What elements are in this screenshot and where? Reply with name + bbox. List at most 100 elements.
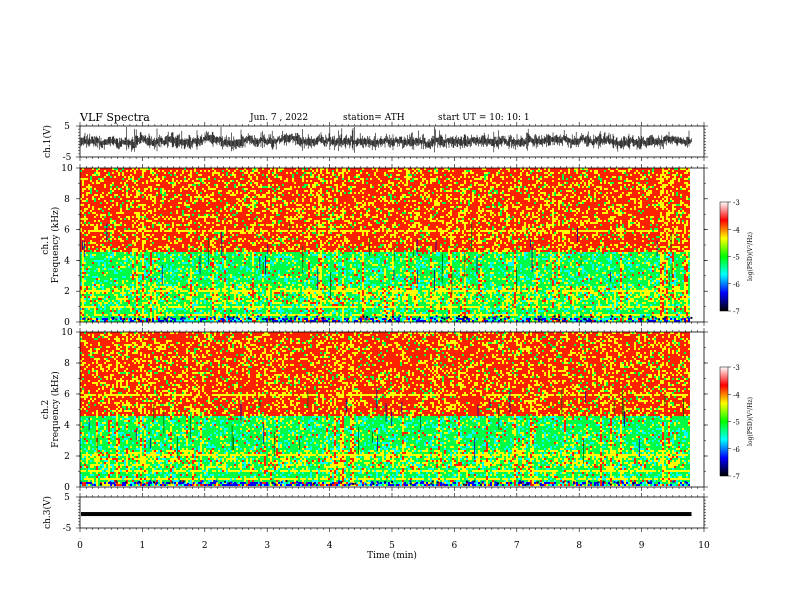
low-freq-speck <box>500 315 503 318</box>
x-tick-label: 7 <box>514 541 520 551</box>
low-freq-speck <box>312 482 315 485</box>
y-tick-label: 8 <box>64 195 70 205</box>
low-freq-speck <box>236 316 239 319</box>
x-tick-label: 5 <box>389 541 395 551</box>
low-freq-speck <box>389 318 392 321</box>
low-freq-speck <box>471 481 474 484</box>
spectrogram-cells <box>80 168 690 322</box>
low-freq-speck <box>231 317 234 320</box>
y-axis-label: Frequency (kHz) <box>50 371 61 448</box>
y-axis-label: ch.1 <box>41 235 51 254</box>
y-tick-label: 0 <box>64 318 70 328</box>
colorbar-tick-label: -6 <box>733 281 740 289</box>
low-freq-speck <box>358 317 361 320</box>
low-freq-speck <box>650 480 653 483</box>
colorbar-label: log(PSD)(V²/Hz) <box>747 397 754 446</box>
low-freq-speck <box>232 482 235 485</box>
low-freq-speck <box>201 480 204 483</box>
low-freq-speck <box>672 480 675 483</box>
y-tick-label: 5 <box>64 122 70 132</box>
low-freq-speck <box>686 316 689 319</box>
y-tick-label: 6 <box>64 226 70 236</box>
spectrogram-cells <box>80 332 690 486</box>
low-freq-speck <box>642 315 645 318</box>
low-freq-speck <box>251 482 254 485</box>
low-freq-speck <box>596 483 599 486</box>
low-freq-speck <box>448 316 451 319</box>
low-freq-speck <box>111 316 114 319</box>
low-freq-speck <box>316 315 319 318</box>
low-freq-speck <box>232 316 235 319</box>
low-freq-speck <box>409 482 412 485</box>
low-freq-speck <box>397 316 400 319</box>
low-freq-speck <box>442 483 445 486</box>
low-freq-speck <box>362 315 365 318</box>
low-freq-speck <box>414 482 417 485</box>
low-freq-speck <box>429 317 432 320</box>
low-freq-speck <box>431 480 434 483</box>
low-freq-speck <box>441 316 444 319</box>
low-freq-speck <box>154 483 157 486</box>
low-freq-speck <box>651 315 654 318</box>
low-freq-speck <box>360 480 363 483</box>
y-tick-label: 2 <box>64 287 70 297</box>
low-freq-speck <box>421 480 424 483</box>
low-freq-speck <box>431 317 434 320</box>
spectrogram-cells <box>80 482 690 486</box>
colorbar-1 <box>719 201 729 312</box>
low-freq-speck <box>109 481 112 484</box>
low-freq-speck <box>83 317 86 320</box>
low-freq-speck <box>215 480 218 483</box>
low-freq-speck <box>539 315 542 318</box>
colorbar-tick-label: -5 <box>733 419 740 427</box>
low-freq-speck <box>183 317 186 320</box>
low-freq-speck <box>440 483 443 486</box>
low-freq-speck <box>377 482 380 485</box>
low-freq-speck <box>430 482 433 485</box>
y-tick-label: 2 <box>64 452 70 462</box>
low-freq-speck <box>409 480 412 483</box>
low-freq-speck <box>133 318 136 321</box>
low-freq-speck <box>526 483 529 486</box>
low-freq-speck <box>567 481 570 484</box>
low-freq-speck <box>209 316 212 319</box>
low-freq-speck <box>611 315 614 318</box>
low-freq-speck <box>91 483 94 486</box>
chart-title: VLF Spectra <box>80 111 150 124</box>
low-freq-speck <box>119 316 122 319</box>
low-freq-speck <box>284 315 287 318</box>
low-freq-speck <box>436 481 439 484</box>
low-freq-speck <box>266 483 269 486</box>
y-tick-label: -5 <box>63 524 72 534</box>
low-freq-speck <box>658 318 661 321</box>
low-freq-speck <box>179 482 182 485</box>
low-freq-speck <box>613 481 616 484</box>
low-freq-speck <box>558 316 561 319</box>
low-freq-speck <box>554 318 557 321</box>
x-tick-label: 1 <box>140 541 146 551</box>
low-freq-speck <box>112 316 115 319</box>
low-freq-speck <box>392 315 395 318</box>
low-freq-speck <box>584 318 587 321</box>
low-freq-speck <box>684 481 687 484</box>
low-freq-speck <box>99 483 102 486</box>
low-freq-speck <box>162 481 165 484</box>
low-freq-speck <box>278 317 281 320</box>
low-freq-speck <box>396 483 399 486</box>
low-freq-speck <box>621 480 624 483</box>
low-freq-speck <box>539 318 542 321</box>
low-freq-speck <box>234 482 237 485</box>
low-freq-speck <box>115 318 118 321</box>
low-freq-speck <box>436 483 439 486</box>
low-freq-speck <box>271 481 274 484</box>
low-freq-speck <box>349 483 352 486</box>
low-freq-speck <box>213 480 216 483</box>
ch3-waveform-trace <box>81 512 692 517</box>
low-freq-speck <box>422 481 425 484</box>
low-freq-speck <box>186 482 189 485</box>
low-freq-speck <box>639 317 642 320</box>
low-freq-speck <box>370 483 373 486</box>
low-freq-speck <box>268 318 271 321</box>
low-freq-speck <box>375 316 378 319</box>
